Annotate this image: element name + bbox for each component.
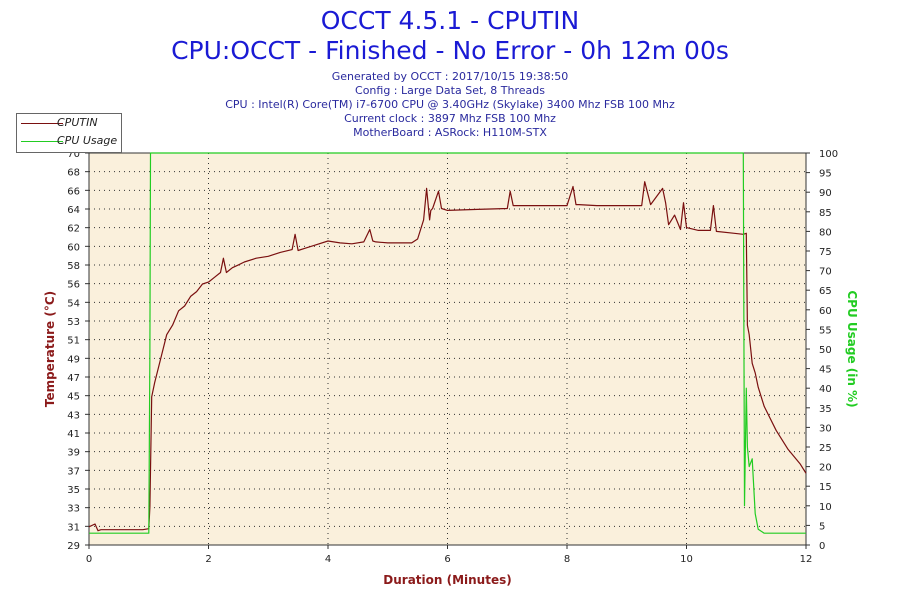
legend-item-cputin: CPUTIN bbox=[17, 115, 121, 132]
y-tick-label: 70 bbox=[67, 149, 80, 160]
info-clock: Current clock : 3897 Mhz FSB 100 Mhz bbox=[344, 112, 556, 125]
series-line-cputin bbox=[88, 181, 807, 532]
y-tick-label: 41 bbox=[67, 429, 80, 440]
chart-subtitle: CPU:OCCT - Finished - No Error - 0h 12m … bbox=[171, 36, 729, 65]
x-axis-label: Duration (Minutes) bbox=[383, 573, 511, 587]
y2-tick-label: 35 bbox=[819, 404, 832, 415]
y-axis-label: Temperature (°C) bbox=[43, 291, 57, 407]
y2-tick-label: 95 bbox=[819, 169, 832, 180]
y-tick-label: 58 bbox=[67, 261, 80, 272]
info-generated: Generated by OCCT : 2017/10/15 19:38:50 bbox=[331, 70, 569, 83]
x-tick-label: 12 bbox=[800, 554, 813, 565]
legend-swatch-cpu-usage bbox=[21, 141, 63, 142]
y-tick-label: 31 bbox=[67, 522, 80, 533]
y2-tick-label: 60 bbox=[819, 306, 832, 317]
y-tick-label: 35 bbox=[67, 485, 80, 496]
legend-item-cpu-usage: CPU Usage bbox=[17, 133, 121, 150]
y2-tick-label: 85 bbox=[819, 208, 832, 219]
y2-tick-label: 55 bbox=[819, 325, 832, 336]
series-line-cpu-usage bbox=[89, 152, 806, 534]
y-tick-label: 62 bbox=[67, 224, 80, 235]
y2-tick-label: 90 bbox=[819, 188, 832, 199]
chart-title: OCCT 4.5.1 - CPUTIN bbox=[320, 6, 580, 35]
y-tick-label: 33 bbox=[67, 504, 80, 515]
y2-tick-label: 0 bbox=[819, 541, 825, 552]
y2-tick-label: 50 bbox=[819, 345, 832, 356]
y2-axis-label: CPU Usage (in %) bbox=[845, 290, 859, 407]
y2-tick-label: 70 bbox=[819, 267, 832, 278]
x-tick-label: 0 bbox=[86, 554, 92, 565]
y-tick-label: 56 bbox=[67, 280, 80, 291]
y-tick-label: 47 bbox=[67, 373, 80, 384]
legend-swatch-cputin bbox=[21, 123, 63, 124]
y2-tick-label: 75 bbox=[819, 247, 832, 258]
y2-tick-label: 5 bbox=[819, 521, 825, 532]
x-tick-label: 4 bbox=[325, 554, 331, 565]
y-tick-label: 54 bbox=[67, 298, 80, 309]
y-tick-label: 68 bbox=[67, 168, 80, 179]
info-cpu: CPU : Intel(R) Core(TM) i7-6700 CPU @ 3.… bbox=[225, 98, 675, 111]
legend-label-cputin: CPUTIN bbox=[57, 116, 98, 129]
x-tick-label: 2 bbox=[205, 554, 211, 565]
legend: CPUTIN CPU Usage bbox=[16, 113, 122, 153]
y-tick-label: 39 bbox=[67, 448, 80, 459]
y2-tick-label: 10 bbox=[819, 502, 832, 513]
y-tick-label: 29 bbox=[67, 541, 80, 552]
y-tick-label: 53 bbox=[67, 317, 80, 328]
y-tick-label: 49 bbox=[67, 354, 80, 365]
y2-tick-label: 15 bbox=[819, 482, 832, 493]
y2-tick-label: 25 bbox=[819, 443, 832, 454]
y-tick-label: 64 bbox=[67, 205, 80, 216]
y-tick-label: 60 bbox=[67, 242, 80, 253]
x-tick-label: 10 bbox=[680, 554, 693, 565]
y2-tick-label: 80 bbox=[819, 227, 832, 238]
info-config: Config : Large Data Set, 8 Threads bbox=[355, 84, 545, 97]
y2-tick-label: 30 bbox=[819, 423, 832, 434]
y-tick-label: 43 bbox=[67, 410, 80, 421]
legend-label-cpu-usage: CPU Usage bbox=[57, 134, 118, 147]
y2-tick-label: 65 bbox=[819, 286, 832, 297]
info-motherboard: MotherBoard : ASRock: H110M-STX bbox=[353, 126, 547, 139]
y2-tick-label: 20 bbox=[819, 463, 832, 474]
y2-tick-label: 40 bbox=[819, 384, 832, 395]
x-tick-label: 6 bbox=[444, 554, 450, 565]
y2-tick-label: 100 bbox=[819, 149, 838, 160]
y2-tick-label: 45 bbox=[819, 365, 832, 376]
y-tick-label: 45 bbox=[67, 392, 80, 403]
x-tick-label: 8 bbox=[564, 554, 570, 565]
y-tick-label: 37 bbox=[67, 466, 80, 477]
y-tick-label: 51 bbox=[67, 336, 80, 347]
y-tick-label: 66 bbox=[67, 186, 80, 197]
